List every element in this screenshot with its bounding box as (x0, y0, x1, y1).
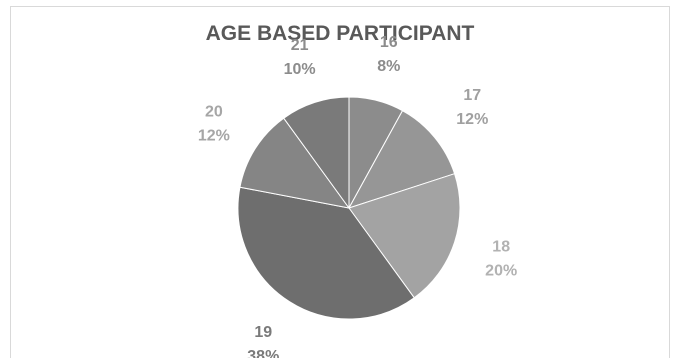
slice-label-21: 21 10% (284, 37, 316, 78)
slice-category-label: 21 (291, 37, 309, 54)
slice-percent-label: 38% (247, 348, 279, 358)
slice-category-label: 19 (254, 324, 272, 341)
slice-category-label: 20 (205, 103, 223, 120)
slice-category-label: 17 (463, 87, 481, 104)
pie-slice-17 (347, 110, 456, 209)
slice-label-19: 19 38% (247, 324, 279, 358)
pie-slice-19 (237, 186, 415, 320)
slice-percent-label: 20% (485, 262, 517, 279)
pie-slice-20 (239, 117, 351, 209)
slice-category-label: 16 (380, 34, 398, 51)
slice-label-16: 16 8% (377, 34, 400, 75)
pie-slice-18 (348, 173, 461, 299)
slice-label-18: 18 20% (485, 238, 517, 279)
slice-percent-label: 12% (456, 111, 488, 128)
slice-percent-label: 10% (284, 61, 316, 78)
pie-labels: 16 8%17 12%18 20%19 38%20 12%21 10% (198, 34, 517, 358)
pie-slice-21 (283, 96, 350, 210)
slice-percent-label: 8% (377, 58, 400, 75)
pie-slices (237, 96, 461, 320)
slice-label-17: 17 12% (456, 87, 488, 128)
chart-title: AGE BASED PARTICIPANT (205, 22, 475, 45)
slice-label-20: 20 12% (198, 103, 230, 144)
slice-percent-label: 12% (198, 127, 230, 144)
slice-category-label: 18 (492, 238, 510, 255)
